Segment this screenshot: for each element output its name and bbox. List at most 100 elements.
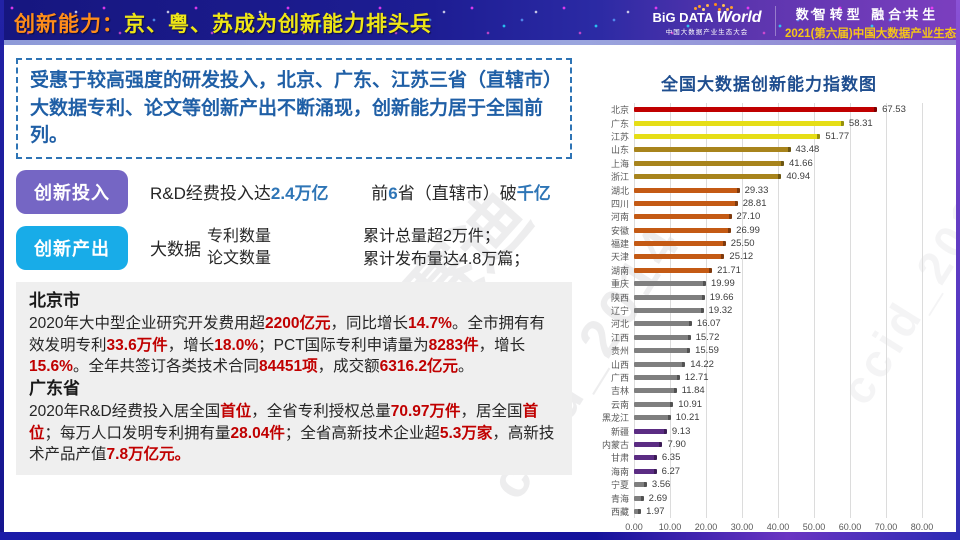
chart-category-label: 吉林 (610, 386, 629, 397)
chart-row: 黑龙江 10.21 (588, 411, 950, 424)
chart-value-label: 14.22 (690, 358, 714, 370)
chart-row: 广西 12.71 (588, 371, 950, 384)
chart-row: 重庆 19.99 (588, 277, 950, 290)
chart-value-label: 25.50 (730, 238, 755, 250)
chart-value-label: 26.99 (736, 224, 760, 236)
paper-count-label: 论文数量 (207, 249, 272, 267)
chart-value-label: 12.71 (684, 372, 709, 383)
chart-row: 云南 10.91 (588, 398, 950, 411)
chart-row: 浙江 40.94 (588, 170, 950, 183)
x-tick-label: 80.00 (910, 522, 934, 533)
chart-value-label: 7.90 (667, 438, 686, 450)
chart-row: 福建 25.50 (588, 237, 950, 250)
header-bar: 创新能力：京、粤、苏成为创新能力排头兵 BiG DATA World 中国大数据… (0, 0, 960, 40)
chart-row: 山东 43.48 (588, 143, 950, 156)
chart-panel: 全国大数据创新能力指数图 北京 67.53 广东 58.31 江苏 51.77 山东 43.4… (588, 70, 959, 536)
chart-bar (634, 200, 738, 206)
logo-subtitle: 中国大数据产业生态大会 (665, 29, 749, 36)
chart-value-label: 51.77 (825, 130, 850, 142)
chart-category-label: 安徽 (610, 225, 629, 236)
innovation-output-text: 大数据 专利数量 论文数量 累计总量超2万件； 累计发布量达4.8万篇； (150, 225, 529, 271)
chart-row: 湖南 21.71 (588, 264, 950, 277)
slide-bottom-bar (0, 532, 960, 540)
chart-value-label: 9.13 (671, 425, 691, 437)
chart-value-label: 21.71 (717, 264, 741, 276)
chart-bar (634, 415, 671, 421)
chart-bar (634, 495, 644, 501)
innovation-input-row: 创新投入 R&D经费投入达2.4万亿 前6省（直辖市）破千亿 (16, 169, 572, 214)
chart-category-label: 福建 (610, 239, 629, 250)
chart-value-label: 11.84 (681, 385, 705, 397)
paper-total-text: 累计发布量达4.8万篇； (363, 250, 530, 268)
chart-bar (634, 120, 844, 126)
chart-value-label: 28.81 (742, 197, 767, 209)
chart-bar (634, 321, 692, 327)
header-accent-strip (0, 40, 960, 45)
left-column: 受惠于较高强度的研发投入，北京、广东、江苏三省（直辖市）大数据专利、论文等创新产… (16, 58, 572, 476)
chart-row: 青海 2.69 (588, 491, 950, 504)
chart-row: 甘肃 6.35 (588, 451, 950, 464)
innovation-input-badge: 创新投入 (16, 169, 128, 214)
chart-category-label: 重庆 (610, 279, 629, 290)
chart-bar (634, 254, 725, 260)
top-provinces-text: 前6省（直辖市）破千亿 (371, 184, 551, 204)
chart-category-label: 西藏 (610, 506, 629, 517)
chart-bar (634, 107, 878, 113)
gridline (742, 103, 743, 519)
chart-bar (634, 294, 705, 300)
intro-callout-box: 受惠于较高强度的研发投入，北京、广东、江苏三省（直辖市）大数据专利、论文等创新产… (16, 58, 572, 159)
chart-category-label: 贵州 (610, 346, 629, 357)
chart-value-label: 67.53 (882, 104, 906, 116)
chart-value-label: 25.12 (729, 251, 754, 263)
header-divider (775, 6, 776, 36)
chart-bar (634, 308, 704, 314)
innovation-output-badge: 创新产出 (16, 225, 128, 270)
gridline (922, 103, 923, 519)
chart-bar (634, 174, 782, 180)
logo-dots-icon (652, 3, 762, 10)
event-block: 数智转型 融合共生 2021(第六届)中国大数据产业生态大会 (785, 4, 960, 40)
chart-value-label: 58.31 (848, 117, 873, 129)
chart-bar (634, 428, 667, 434)
chart-row: 辽宁 19.32 (588, 304, 950, 317)
chart-category-label: 广东 (610, 118, 629, 129)
patent-count-label: 专利数量 (207, 228, 272, 246)
x-tick-label: 40.00 (766, 522, 790, 533)
x-tick-label: 70.00 (874, 522, 898, 533)
chart-value-label: 29.33 (744, 184, 769, 196)
chart-row: 天津 25.12 (588, 250, 950, 263)
chart-row: 陕西 19.66 (588, 290, 950, 303)
x-tick-label: 10.00 (658, 522, 682, 533)
chart-category-label: 青海 (610, 493, 629, 504)
gridline (778, 103, 779, 519)
chart-bar (634, 267, 713, 273)
gridline (814, 103, 815, 519)
chart-row: 宁夏 3.56 (588, 478, 950, 491)
chart-category-label: 广西 (610, 373, 629, 383)
chart-category-label: 山东 (610, 145, 629, 156)
chart-value-label: 10.91 (678, 398, 703, 410)
chart-value-label: 2.69 (648, 492, 668, 504)
chart-bar (634, 241, 726, 247)
chart-bar (634, 441, 663, 447)
chart-value-label: 6.35 (661, 452, 681, 464)
chart-category-label: 云南 (610, 399, 629, 410)
gridline (886, 103, 887, 519)
slide-left-border (0, 0, 4, 540)
chart-bar (634, 281, 706, 287)
chart-bar (634, 482, 647, 488)
output-results: 累计总量超2万件； 累计发布量达4.8万篇； (363, 225, 529, 271)
logo-bigdata: BiG DATA (652, 10, 713, 25)
chart-bar (634, 361, 686, 367)
chart-category-label: 山西 (610, 359, 629, 370)
chart-category-label: 河南 (610, 212, 629, 223)
bar-chart: 北京 67.53 广东 58.31 江苏 51.77 山东 43.48 上海 41.66 浙江 40.… (588, 103, 959, 536)
patent-total-text: 累计总量超2万件； (363, 227, 500, 245)
innovation-input-text: R&D经费投入达2.4万亿 前6省（直辖市）破千亿 (150, 179, 551, 204)
chart-row: 西藏 1.97 (588, 505, 950, 518)
chart-value-label: 16.07 (696, 318, 721, 330)
intro-text: 受惠于较高强度的研发投入，北京、广东、江苏三省（直辖市）大数据专利、论文等创新产… (30, 70, 553, 147)
gridline (706, 103, 707, 519)
chart-value-label: 40.94 (786, 171, 811, 183)
chart-category-label: 湖北 (610, 185, 629, 196)
